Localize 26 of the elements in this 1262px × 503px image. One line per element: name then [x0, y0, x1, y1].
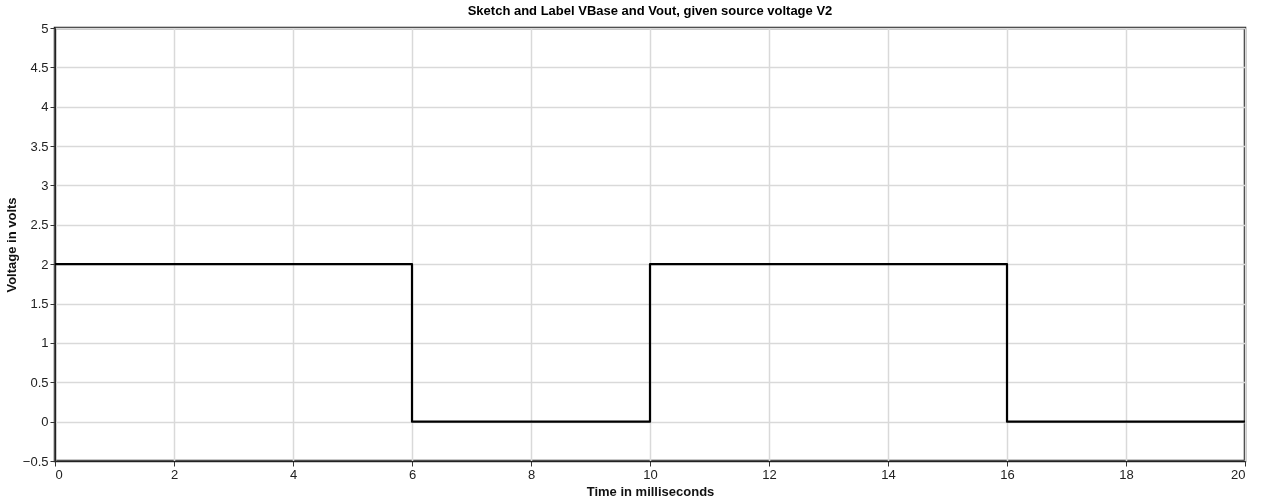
- y-tick-label: 0.5: [30, 374, 49, 390]
- x-tick-label: 0: [55, 466, 63, 482]
- x-tick-label: 14: [881, 466, 896, 482]
- x-tick-label: 20: [1231, 466, 1246, 482]
- x-axis-title: Time in milliseconds: [586, 483, 715, 499]
- x-tick-label: 6: [408, 466, 417, 482]
- y-tick-label: 3: [41, 177, 49, 193]
- y-tick-label: 4.5: [30, 59, 49, 75]
- x-tick-label: 8: [527, 466, 536, 482]
- y-tick-label: 1.5: [30, 296, 49, 312]
- x-tick-label: 10: [643, 466, 658, 482]
- x-tick-label: 4: [289, 466, 298, 482]
- x-tick-label: 18: [1119, 466, 1134, 482]
- y-tick-label: 3.5: [30, 138, 49, 154]
- y-tick-label: 0: [41, 414, 49, 430]
- x-tick-label: 2: [170, 466, 179, 482]
- x-tick-label: 16: [1000, 466, 1015, 482]
- y-tick-label: 1: [41, 335, 49, 351]
- y-tick-label: 2.5: [30, 217, 49, 233]
- y-tick-label: 2: [41, 256, 49, 272]
- y-tick-label: −0.5: [22, 453, 49, 469]
- y-tick-label: 4: [41, 99, 49, 115]
- chart-title: Sketch and Label VBase and Vout, given source voltage V2: [467, 3, 833, 18]
- y-axis-title: Voltage in volts: [3, 197, 19, 293]
- x-tick-label: 12: [762, 466, 777, 482]
- y-tick-label: 5: [41, 20, 49, 36]
